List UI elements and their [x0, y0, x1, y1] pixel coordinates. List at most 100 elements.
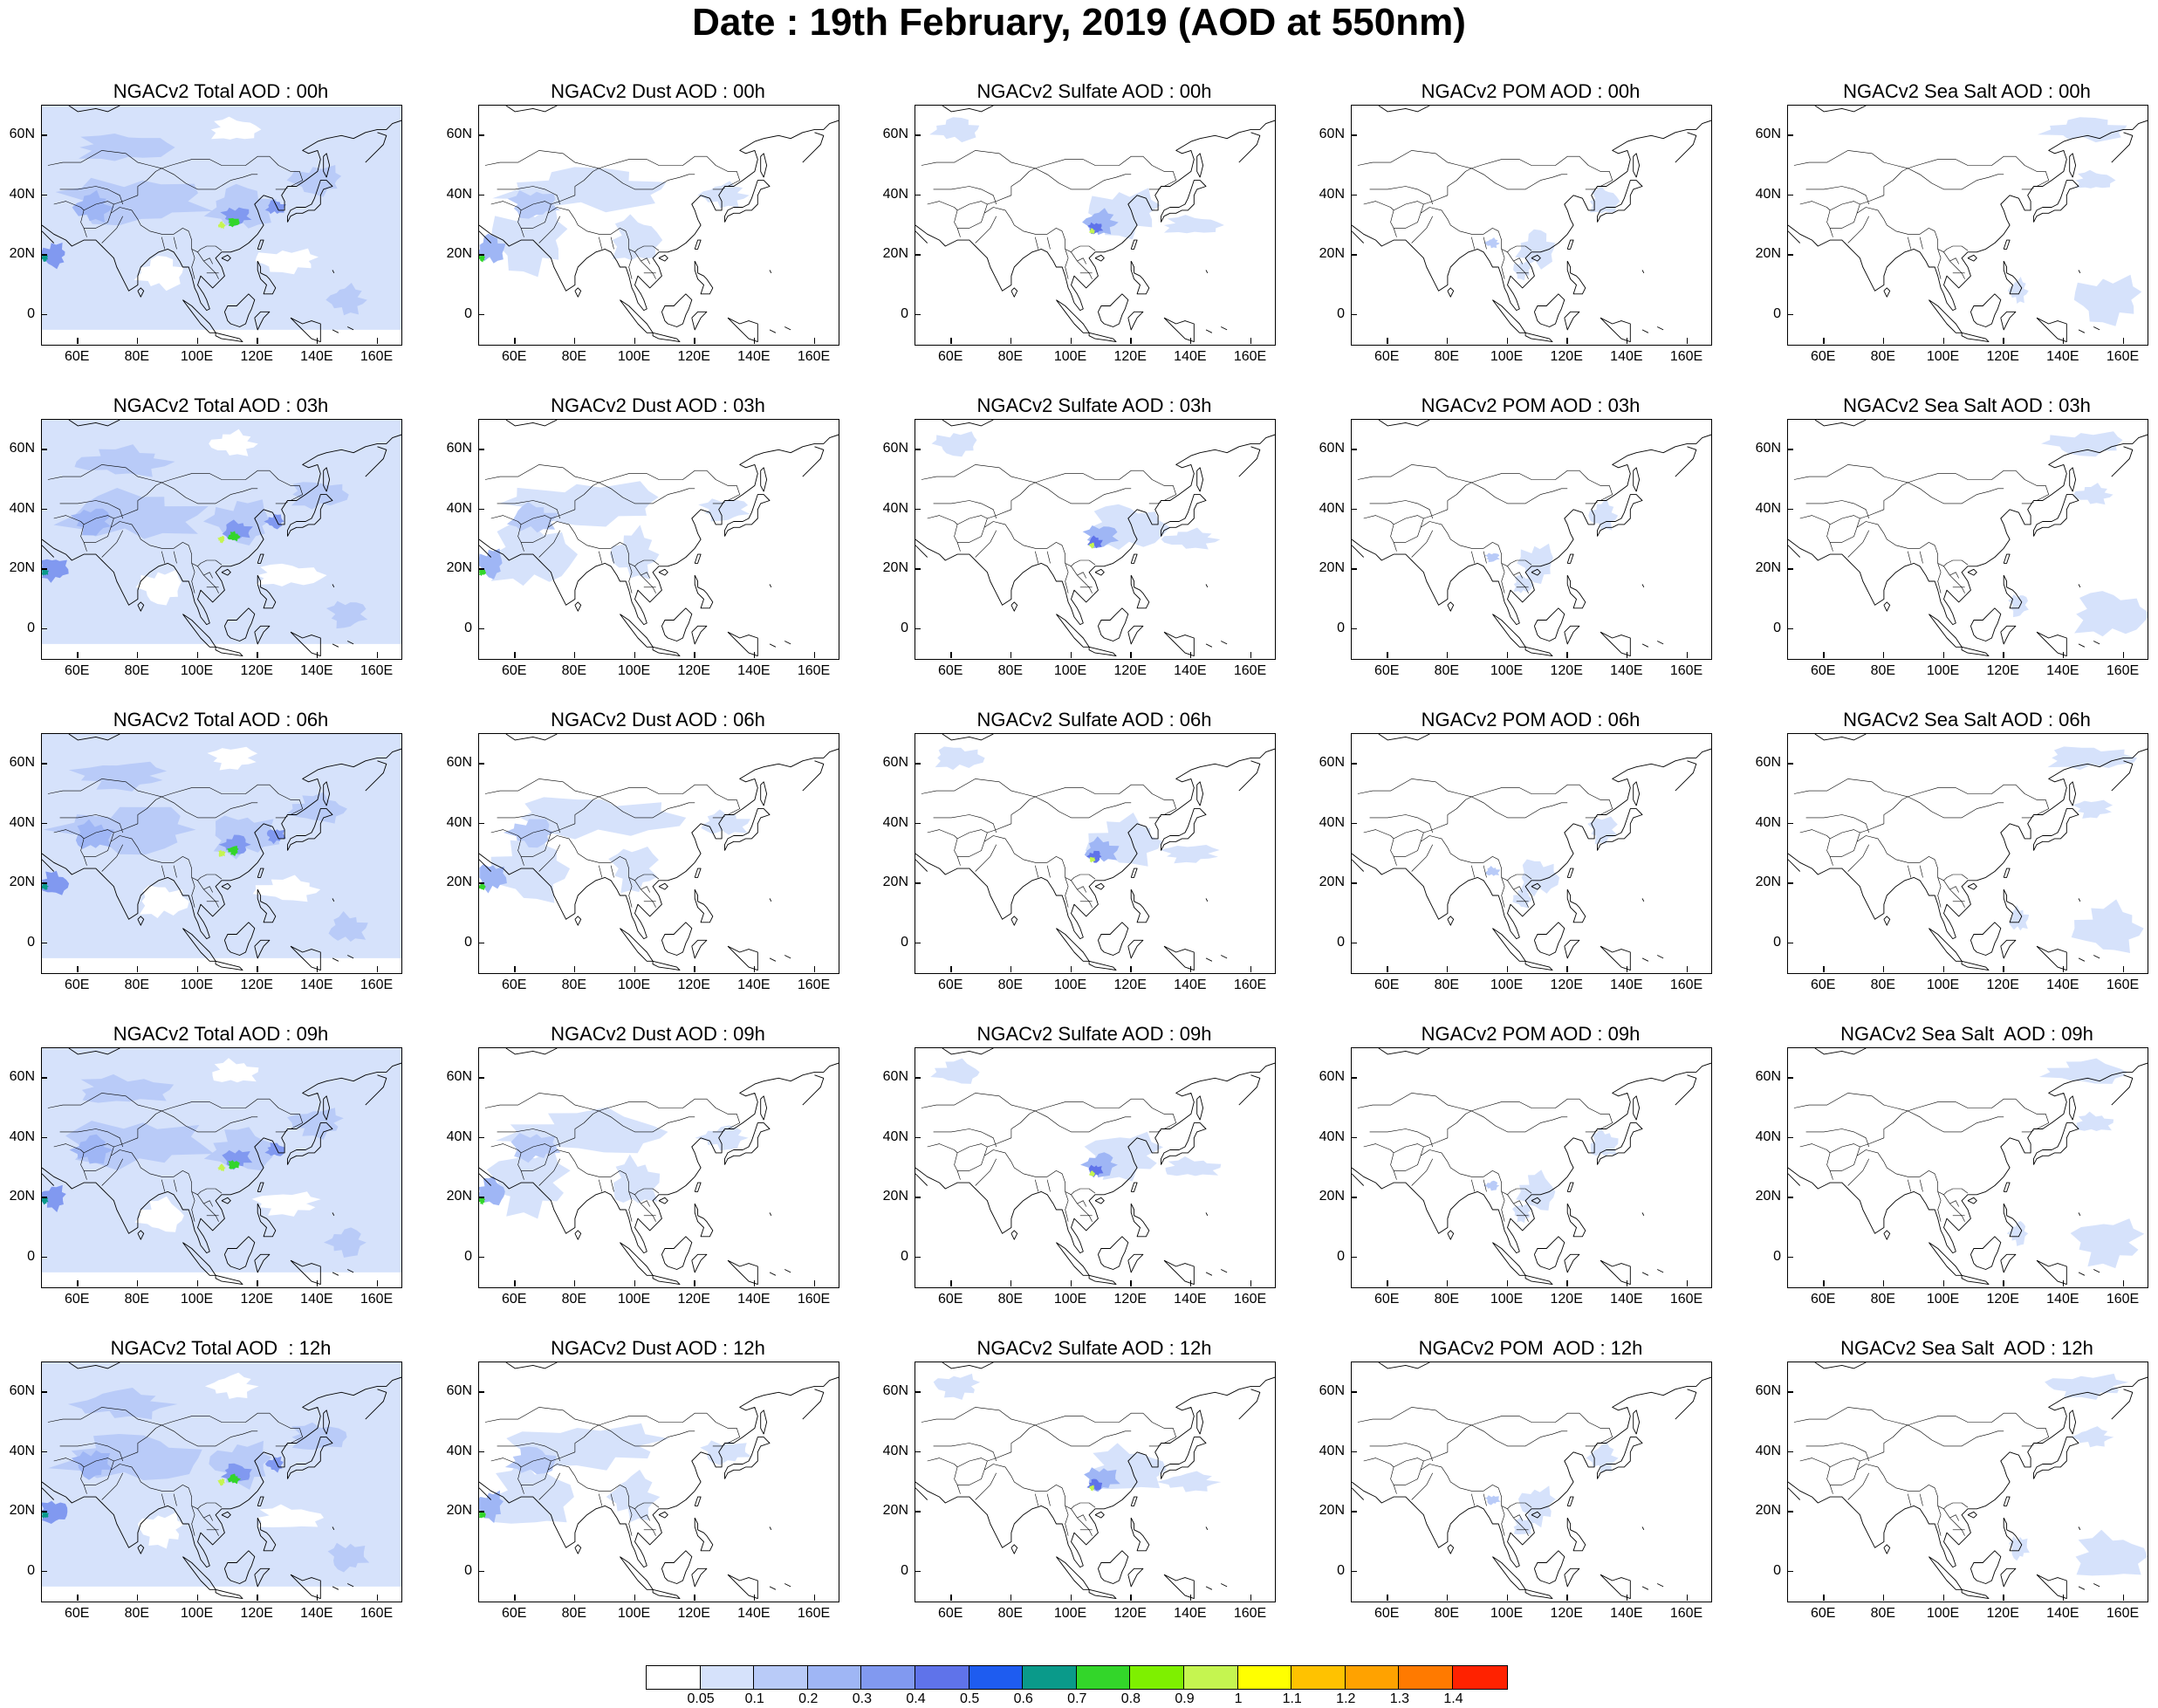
map-panel-total: NGACv2 Total AOD : 09h 60N 40N 20N 0 60E 80E 10…: [10, 1023, 447, 1337]
lat-tick-mark: [41, 1391, 47, 1393]
country-border: [161, 482, 258, 504]
country-border: [1071, 1194, 1093, 1222]
lat-tick-label: 20N: [9, 560, 35, 576]
country-border: [1934, 1173, 1969, 1196]
country-border: [599, 1493, 603, 1506]
aerosol-plume: [499, 481, 659, 527]
coastline: [784, 641, 791, 645]
aerosol-plume: [1588, 497, 1619, 531]
aerosol-plume: [2007, 277, 2029, 304]
country-border: [1908, 551, 1912, 564]
coastline: [1531, 882, 1541, 890]
coastline: [694, 260, 714, 295]
panel-title: NGACv2 POM AOD : 00h: [1421, 80, 1641, 102]
country-border: [1071, 251, 1093, 279]
country-border: [599, 168, 695, 190]
coastline: [1010, 1230, 1018, 1240]
country-border: [1471, 1179, 1476, 1192]
coastline: [223, 1550, 256, 1584]
aerosol-plume: [1483, 1180, 1500, 1191]
country-border: [1471, 1493, 1476, 1506]
country-border: [1908, 168, 2004, 190]
aerosol-plume: [325, 600, 368, 629]
aerosol-plume: [479, 1511, 486, 1519]
coastline: [1163, 631, 1195, 657]
lat-tick-label: 20N: [9, 875, 35, 890]
country-border: [1805, 814, 1869, 833]
lon-tick-label: 140E: [1610, 977, 1643, 992]
aerosol-plume: [134, 1196, 184, 1232]
aod-field: [479, 481, 750, 586]
colorbar-swatch: [807, 1666, 862, 1689]
colorbar-label: 1.4: [1443, 1691, 1463, 1706]
lon-tick-mark: [316, 1280, 319, 1286]
coastline: [1492, 1242, 1526, 1276]
country-border: [1483, 865, 1487, 878]
coastline: [691, 311, 708, 331]
country-border: [983, 521, 1063, 549]
lat-tick-mark: [478, 568, 484, 570]
country-border: [1585, 815, 1598, 819]
lon-tick-label: 120E: [677, 1606, 710, 1621]
map-panel-seasalt: NGACv2 Sea Salt AOD : 00h 60N 40N 20N 0 60E 80…: [1756, 80, 2158, 394]
country-border: [1507, 1508, 1529, 1536]
coastline: [257, 553, 264, 564]
country-border: [173, 237, 177, 250]
coastline: [1641, 643, 1649, 648]
coastline: [2000, 1567, 2017, 1588]
lon-tick-mark: [1882, 1595, 1885, 1601]
aerosol-plume: [490, 522, 579, 586]
lon-tick-mark: [1942, 1595, 1945, 1601]
lat-tick-mark: [915, 1077, 921, 1079]
coastline: [42, 1062, 401, 1254]
lat-tick-mark: [1787, 194, 1793, 196]
lat-tick-mark: [915, 763, 921, 765]
lon-tick-label: 100E: [180, 663, 214, 678]
country-border: [1148, 815, 1161, 819]
country-border: [610, 237, 614, 250]
lat-tick-label: 0: [27, 305, 35, 321]
country-border: [1061, 545, 1096, 567]
country-border: [1423, 796, 1472, 833]
coastline: [1492, 299, 1526, 333]
coastline: [769, 329, 777, 333]
coastline: [287, 808, 333, 851]
lon-tick-label: 120E: [1113, 977, 1147, 992]
aerosol-plume: [217, 221, 226, 230]
coastline: [1566, 1517, 1586, 1552]
lon-tick-label: 120E: [240, 663, 273, 678]
lon-tick-mark: [1823, 1595, 1825, 1601]
lon-tick-mark: [1446, 1280, 1449, 1286]
coastline: [1238, 760, 1261, 792]
coastline: [1657, 1269, 1664, 1273]
lon-tick-mark: [1942, 966, 1945, 972]
country-border: [1411, 530, 1433, 558]
coastline: [290, 317, 321, 343]
country-border: [188, 1173, 223, 1196]
coastline: [182, 928, 216, 962]
lon-tick-label: 160E: [1233, 1606, 1267, 1621]
panel-title: NGACv2 Dust AOD : 06h: [551, 709, 765, 731]
country-border: [161, 237, 166, 250]
coastline: [221, 1197, 231, 1204]
coastline: [287, 1122, 333, 1165]
aerosol-plume: [134, 256, 184, 292]
coastline: [2069, 1095, 2077, 1121]
coastline: [323, 1095, 331, 1121]
coastline: [137, 601, 145, 612]
lon-tick-label: 140E: [2046, 1606, 2079, 1621]
lon-tick-mark: [1250, 652, 1252, 658]
lon-tick-label: 140E: [737, 1606, 771, 1621]
lon-tick-mark: [634, 338, 636, 344]
lon-tick-label: 80E: [1434, 977, 1460, 992]
country-border: [712, 187, 725, 190]
lon-tick-label: 100E: [180, 1292, 214, 1307]
panel-title: NGACv2 Sea Salt AOD : 00h: [1843, 80, 2091, 102]
coastline: [661, 1236, 693, 1270]
lat-tick-label: 40N: [882, 814, 908, 830]
coastline: [323, 153, 331, 178]
aerosol-plume: [2074, 591, 2148, 637]
lat-tick-label: 20N: [1755, 1503, 1781, 1519]
country-border: [599, 1424, 695, 1447]
coastline: [1788, 230, 1801, 244]
